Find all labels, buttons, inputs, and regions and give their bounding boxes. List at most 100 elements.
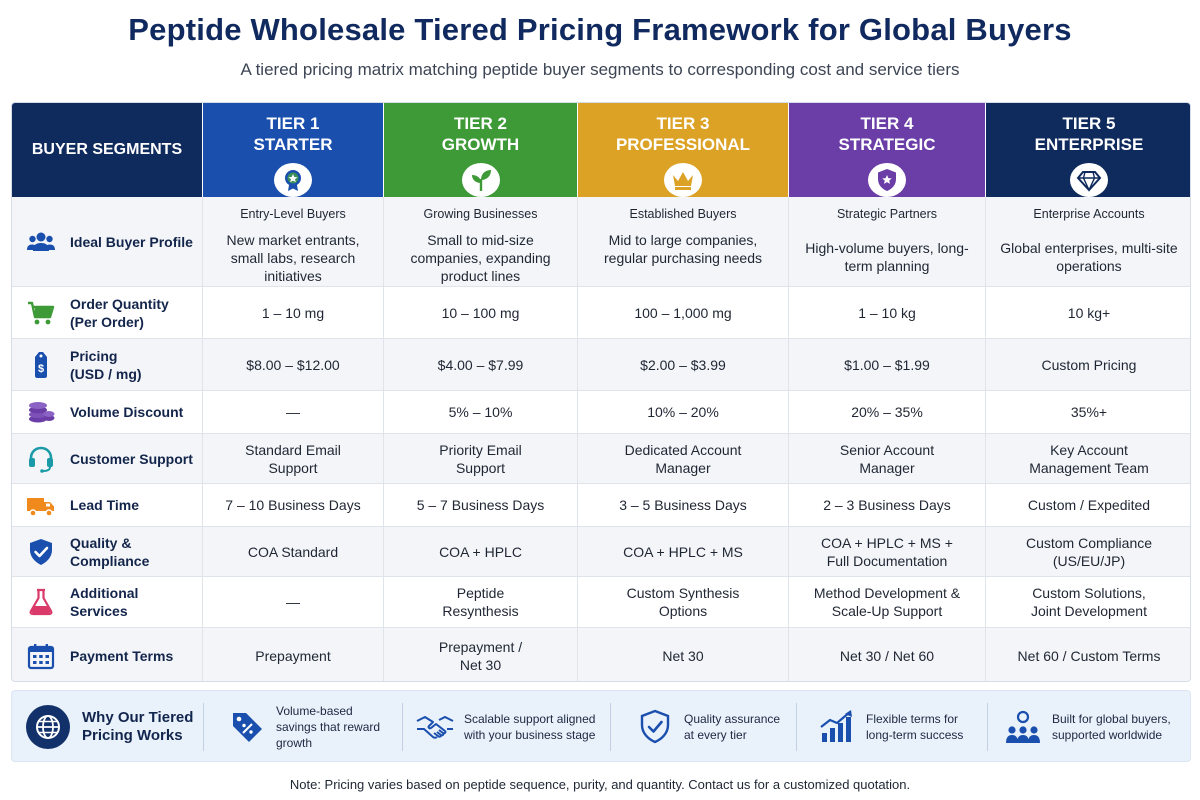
profile-cell-tier-4: Strategic Partners High-volume buyers, lo… [789,197,986,287]
growth-chart-icon [816,706,858,748]
order-quantity-tier-2: 10 – 100 mg [384,287,578,339]
globe-icon [26,705,70,749]
tier-1-name: STARTER [253,135,333,154]
row-label-text: Order Quantity (Per Order) [70,295,169,330]
calendar-icon [26,641,56,671]
sprout-icon [461,163,500,197]
segment-name: Established Buyers [629,207,737,221]
customer-support-tier-4: Senior Account Manager [789,434,986,484]
segment-name: Entry-Level Buyers [240,207,346,221]
why-item-text: Scalable support aligned with your busin… [464,712,596,742]
row-label-text: Lead Time [70,497,139,513]
flask-icon [26,587,56,617]
payment-terms-tier-2: Prepayment / Net 30 [384,628,578,681]
customer-support-tier-3: Dedicated Account Manager [578,434,789,484]
headset-icon [26,444,56,474]
additional-services-tier-2: Peptide Resynthesis [384,577,578,628]
volume-discount-tier-4: 20% – 35% [789,391,986,434]
why-divider [796,703,797,751]
footer-note: Note: Pricing varies based on peptide se… [289,777,911,792]
quality-tier-1: COA Standard [203,527,384,577]
medal-icon [274,163,312,197]
profile-cell-tier-5: Enterprise Accounts Global enterprises, m… [986,197,1190,287]
price-tag-icon: $ [26,350,56,380]
why-lead: Why Our Tiered Pricing Works [26,705,206,749]
lead-time-tier-5: Custom / Expedited [986,484,1190,527]
profile-cell-tier-2: Growing Businesses Small to mid-size comp… [384,197,578,287]
row-label-text: Pricing (USD / mg) [70,347,142,382]
discount-tag-icon [226,706,268,748]
row-label-text: Ideal Buyer Profile [70,233,193,250]
tier-2-name: GROWTH [441,135,520,154]
row-label-text: Quality & Compliance [70,534,150,569]
why-tiered-pricing-panel: Why Our Tiered Pricing Works Volume-base… [11,690,1191,762]
order-quantity-tier-3: 100 – 1,000 mg [578,287,789,339]
shield-check-icon [634,706,676,748]
coins-icon [26,397,56,427]
additional-services-tier-1: — [203,577,384,628]
quality-tier-5: Custom Compliance (US/EU/JP) [986,527,1190,577]
lead-time-tier-1: 7 – 10 Business Days [203,484,384,527]
segment-description: Global enterprises, multi-site operation… [1000,240,1178,274]
row-label-text: Customer Support [70,450,193,467]
tier-5-number: TIER 5 [1062,114,1116,133]
tier-4-number: TIER 4 [860,114,914,133]
why-item-global-buyers: Built for global buyers, supported world… [1002,703,1182,751]
segment-description: New market entrants, small labs, researc… [226,232,360,284]
pricing-tier-5: Custom Pricing [986,339,1190,391]
why-item-volume-savings: Volume-based savings that reward growth [226,703,396,751]
page-title: Peptide Wholesale Tiered Pricing Framewo… [128,12,1072,47]
pricing-tier-3: $2.00 – $3.99 [578,339,789,391]
order-quantity-tier-5: 10 kg+ [986,287,1190,339]
lead-time-tier-4: 2 – 3 Business Days [789,484,986,527]
profile-cell-tier-3: Established Buyers Mid to large companies… [578,197,789,287]
row-label-text: Additional Services [70,585,139,619]
additional-services-tier-3: Custom Synthesis Options [578,577,789,628]
tier-4-name: STRATEGIC [838,135,936,154]
why-item-scalable-support: Scalable support aligned with your busin… [414,703,604,751]
tier-5-name: ENTERPRISE [1034,135,1144,154]
why-item-quality-assurance: Quality assurance at every tier [634,703,804,751]
customer-support-tier-5: Key Account Management Team [986,434,1190,484]
payment-terms-tier-1: Prepayment [203,628,384,681]
svg-text:$: $ [38,363,44,375]
tier-1-header: TIER 1 STARTER [203,103,384,197]
row-label-lead-time: Lead Time [12,484,203,527]
tier-1-number: TIER 1 [266,114,320,133]
row-label-payment-terms: Payment Terms [12,628,203,681]
row-label-additional-services: Additional Services [12,577,203,628]
tier-3-name: PROFESSIONAL [615,135,751,154]
why-item-text: Volume-based savings that reward growth [276,704,381,750]
segment-name: Enterprise Accounts [1033,207,1145,221]
row-label-pricing: $ Pricing (USD / mg) [12,339,203,391]
order-quantity-tier-4: 1 – 10 kg [789,287,986,339]
why-lead-text: Why Our Tiered Pricing Works [82,709,194,744]
pricing-tier-4: $1.00 – $1.99 [789,339,986,391]
pricing-tier-2: $4.00 – $7.99 [384,339,578,391]
crown-icon [664,163,702,197]
why-item-text: Built for global buyers, supported world… [1052,712,1171,742]
why-divider [203,703,204,751]
why-divider [987,703,988,751]
quality-tier-3: COA + HPLC + MS [578,527,789,577]
volume-discount-tier-5: 35%+ [986,391,1190,434]
segment-name: Growing Businesses [423,207,538,221]
row-label-ideal-buyer-profile: Ideal Buyer Profile [12,197,203,287]
volume-discount-tier-1: — [203,391,384,434]
segment-description: High-volume buyers, long-term planning [805,240,969,274]
diamond-icon [1070,163,1108,197]
why-item-flexible-terms: Flexible terms for long-term success [816,703,986,751]
customer-support-tier-2: Priority Email Support [384,434,578,484]
row-label-text: Volume Discount [70,404,184,420]
segment-description: Small to mid-size companies, expanding p… [410,232,551,284]
tier-5-header: TIER 5 ENTERPRISE [986,103,1190,197]
tier-4-header: TIER 4 STRATEGIC [789,103,986,197]
lead-time-tier-2: 5 – 7 Business Days [384,484,578,527]
team-icon [1002,706,1044,748]
quality-tier-2: COA + HPLC [384,527,578,577]
why-item-text: Flexible terms for long-term success [866,712,964,742]
profile-cell-tier-1: Entry-Level Buyers New market entrants, s… [203,197,384,287]
why-divider [402,703,403,751]
tier-3-number: TIER 3 [656,114,710,133]
why-item-text: Quality assurance at every tier [684,712,781,742]
